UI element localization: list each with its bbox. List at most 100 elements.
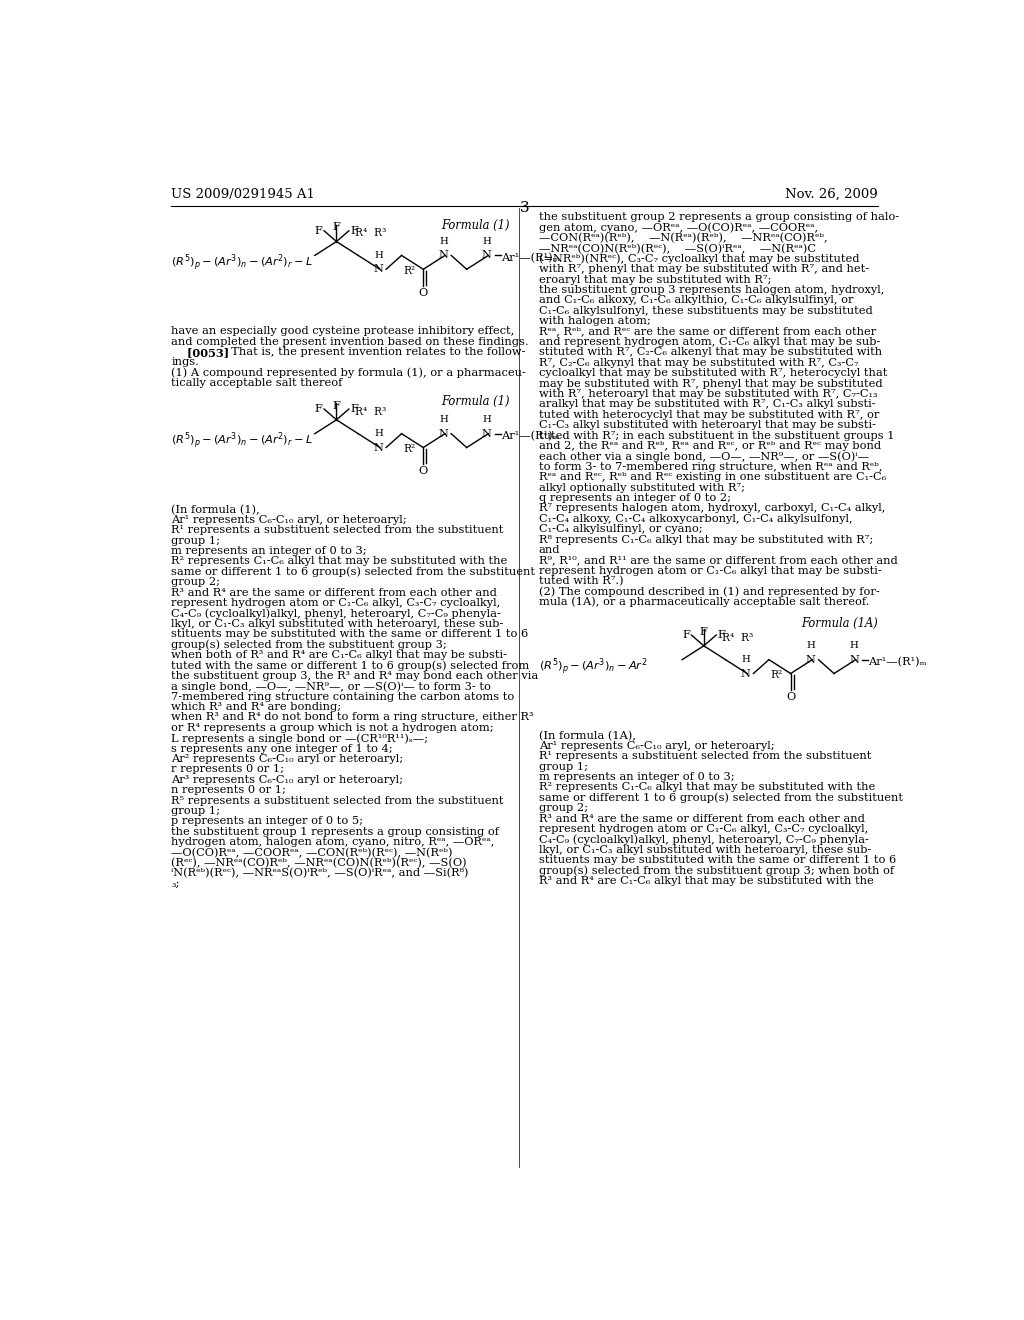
Text: when both of R³ and R⁴ are C₁-C₆ alkyl that may be substi-: when both of R³ and R⁴ are C₁-C₆ alkyl t… xyxy=(171,649,508,660)
Text: N: N xyxy=(849,655,859,665)
Text: group 1;: group 1; xyxy=(171,536,220,545)
Text: F: F xyxy=(314,226,323,236)
Text: group 1;: group 1; xyxy=(171,807,220,816)
Text: C₁-C₄ alkoxy, C₁-C₄ alkoxycarbonyl, C₁-C₄ alkylsulfonyl,: C₁-C₄ alkoxy, C₁-C₄ alkoxycarbonyl, C₁-C… xyxy=(539,513,852,524)
Text: n represents 0 or 1;: n represents 0 or 1; xyxy=(171,785,287,795)
Text: lkyl, or C₁-C₃ alkyl substituted with heteroaryl, these sub-: lkyl, or C₁-C₃ alkyl substituted with he… xyxy=(539,845,871,855)
Text: N: N xyxy=(438,429,449,438)
Text: O: O xyxy=(786,692,796,702)
Text: Formula (1): Formula (1) xyxy=(441,395,510,408)
Text: R² represents C₁-C₆ alkyl that may be substituted with the: R² represents C₁-C₆ alkyl that may be su… xyxy=(171,557,508,566)
Text: R¹ represents a substituent selected from the substituent: R¹ represents a substituent selected fro… xyxy=(171,525,504,536)
Text: tuted with R⁷.): tuted with R⁷.) xyxy=(539,576,624,586)
Text: Formula (1): Formula (1) xyxy=(441,218,510,231)
Text: F: F xyxy=(333,400,340,411)
Text: (In formula (1A),: (In formula (1A), xyxy=(539,730,636,741)
Text: (2) The compound described in (1) and represented by for-: (2) The compound described in (1) and re… xyxy=(539,586,880,597)
Text: C₁-C₆ alkylsulfonyl, these substituents may be substituted: C₁-C₆ alkylsulfonyl, these substituents … xyxy=(539,306,872,315)
Text: with R⁷, heteroaryl that may be substituted with R⁷, C₇-C₁₃: with R⁷, heteroaryl that may be substitu… xyxy=(539,389,878,399)
Text: ings.: ings. xyxy=(171,358,200,367)
Text: R⁵ represents a substituent selected from the substituent: R⁵ represents a substituent selected fro… xyxy=(171,796,504,805)
Text: R⁷, C₂-C₆ alkynyl that may be substituted with R⁷, C₃-C₇: R⁷, C₂-C₆ alkynyl that may be substitute… xyxy=(539,358,858,368)
Text: R⁴  R³: R⁴ R³ xyxy=(355,407,386,417)
Text: which R³ and R⁴ are bonding;: which R³ and R⁴ are bonding; xyxy=(171,702,342,711)
Text: —CON(Rᵉᵃ)(Rᵉᵇ),    —N(Rᵉᵃ)(Rᵉᵇ),    —NRᵉᵃ(CO)Rᵉᵇ,: —CON(Rᵉᵃ)(Rᵉᵇ), —N(Rᵉᵃ)(Rᵉᵇ), —NRᵉᵃ(CO)R… xyxy=(539,234,827,243)
Text: Rᵉᵃ, Rᵉᵇ, and Rᵉᶜ are the same or different from each other: Rᵉᵃ, Rᵉᵇ, and Rᵉᶜ are the same or differ… xyxy=(539,326,876,337)
Text: q represents an integer of 0 to 2;: q represents an integer of 0 to 2; xyxy=(539,492,731,503)
Text: R⁴  R³: R⁴ R³ xyxy=(355,228,386,239)
Text: US 2009/0291945 A1: US 2009/0291945 A1 xyxy=(171,187,315,201)
Text: represent hydrogen atom or C₁-C₆ alkyl that may be substi-: represent hydrogen atom or C₁-C₆ alkyl t… xyxy=(539,566,882,576)
Text: stituted with R⁷, C₂-C₆ alkenyl that may be substituted with: stituted with R⁷, C₂-C₆ alkenyl that may… xyxy=(539,347,882,358)
Text: with R⁷, phenyl that may be substituted with R⁷, and het-: with R⁷, phenyl that may be substituted … xyxy=(539,264,869,275)
Text: H: H xyxy=(439,238,447,246)
Text: ⁱN(Rᵉᵇ)(Rᵉᶜ), —NRᵉᵃS(O)ⁱRᵉᵇ, —S(O)ⁱRᵉᵃ, and —Si(R⁸): ⁱN(Rᵉᵇ)(Rᵉᶜ), —NRᵉᵃS(O)ⁱRᵉᵇ, —S(O)ⁱRᵉᵃ, … xyxy=(171,869,469,879)
Text: O: O xyxy=(419,288,428,298)
Text: N: N xyxy=(482,429,492,438)
Text: tuted with heterocyclyl that may be substituted with R⁷, or: tuted with heterocyclyl that may be subs… xyxy=(539,409,880,420)
Text: R⁸ represents C₁-C₆ alkyl that may be substituted with R⁷;: R⁸ represents C₁-C₆ alkyl that may be su… xyxy=(539,535,873,545)
Text: and: and xyxy=(539,545,560,554)
Text: F: F xyxy=(350,226,358,236)
Text: may be substituted with R⁷, phenyl that may be substituted: may be substituted with R⁷, phenyl that … xyxy=(539,379,883,388)
Text: group 1;: group 1; xyxy=(539,762,588,772)
Text: H: H xyxy=(374,429,383,438)
Text: Ar¹—(R¹)ₘ: Ar¹—(R¹)ₘ xyxy=(868,657,927,667)
Text: eroaryl that may be substituted with R⁷;: eroaryl that may be substituted with R⁷; xyxy=(539,275,771,285)
Text: N: N xyxy=(806,655,816,665)
Text: C₁-C₄ alkylsulfinyl, or cyano;: C₁-C₄ alkylsulfinyl, or cyano; xyxy=(539,524,702,535)
Text: m represents an integer of 0 to 3;: m represents an integer of 0 to 3; xyxy=(171,546,367,556)
Text: [0053]: [0053] xyxy=(171,347,229,358)
Text: hydrogen atom, halogen atom, cyano, nitro, Rᵉᵃ, —ORᵉᵃ,: hydrogen atom, halogen atom, cyano, nitr… xyxy=(171,837,495,847)
Text: m represents an integer of 0 to 3;: m represents an integer of 0 to 3; xyxy=(539,772,734,781)
Text: L represents a single bond or —(CR¹⁰R¹¹)ₛ—;: L represents a single bond or —(CR¹⁰R¹¹)… xyxy=(171,733,428,743)
Text: (Rᵉᶜ), —NRᵉᵃ(CO)Rᵉᵇ, —NRᵉᵃ(CO)N(Rᵉᵇ)(Rᵉᶜ), —S(O): (Rᵉᶜ), —NRᵉᵃ(CO)Rᵉᵇ, —NRᵉᵃ(CO)N(Rᵉᵇ)(Rᵉᶜ… xyxy=(171,858,467,869)
Text: tuted with R⁷; in each substituent in the substituent groups 1: tuted with R⁷; in each substituent in th… xyxy=(539,430,894,441)
Text: Ar³ represents C₆-C₁₀ aryl or heteroaryl;: Ar³ represents C₆-C₁₀ aryl or heteroaryl… xyxy=(171,775,403,785)
Text: alkyl optionally substituted with R⁷;: alkyl optionally substituted with R⁷; xyxy=(539,483,744,492)
Text: C₁-C₃ alkyl substituted with heteroaryl that may be substi-: C₁-C₃ alkyl substituted with heteroaryl … xyxy=(539,420,876,430)
Text: gen atom, cyano, —ORᵉᵃ, —O(CO)Rᵉᵃ, —COORᵉᵃ,: gen atom, cyano, —ORᵉᵃ, —O(CO)Rᵉᵃ, —COOR… xyxy=(539,223,818,234)
Text: R³ and R⁴ are the same or different from each other and: R³ and R⁴ are the same or different from… xyxy=(171,587,498,598)
Text: and C₁-C₆ alkoxy, C₁-C₆ alkylthio, C₁-C₆ alkylsulfinyl, or: and C₁-C₆ alkoxy, C₁-C₆ alkylthio, C₁-C₆… xyxy=(539,296,853,305)
Text: R²: R² xyxy=(770,671,782,680)
Text: Nov. 26, 2009: Nov. 26, 2009 xyxy=(785,187,879,201)
Text: H: H xyxy=(439,416,447,425)
Text: C₄-C₉ (cycloalkyl)alkyl, phenyl, heteroaryl, C₇-C₉ phenyla-: C₄-C₉ (cycloalkyl)alkyl, phenyl, heteroa… xyxy=(539,834,868,845)
Text: (1) A compound represented by formula (1), or a pharmaceu-: (1) A compound represented by formula (1… xyxy=(171,368,526,379)
Text: F: F xyxy=(350,404,358,414)
Text: Ar¹ represents C₆-C₁₀ aryl, or heteroaryl;: Ar¹ represents C₆-C₁₀ aryl, or heteroary… xyxy=(539,741,774,751)
Text: and completed the present invention based on these findings.: and completed the present invention base… xyxy=(171,337,529,347)
Text: group(s) selected from the substituent group 3;: group(s) selected from the substituent g… xyxy=(171,640,447,651)
Text: or R⁴ represents a group which is not a hydrogen atom;: or R⁴ represents a group which is not a … xyxy=(171,723,494,733)
Text: R⁹, R¹⁰, and R¹¹ are the same or different from each other and: R⁹, R¹⁰, and R¹¹ are the same or differe… xyxy=(539,556,897,565)
Text: with halogen atom;: with halogen atom; xyxy=(539,317,650,326)
Text: That is, the present invention relates to the follow-: That is, the present invention relates t… xyxy=(224,347,525,356)
Text: H: H xyxy=(482,238,492,246)
Text: stituents may be substituted with the same or different 1 to 6: stituents may be substituted with the sa… xyxy=(539,855,896,865)
Text: the substituent group 1 represents a group consisting of: the substituent group 1 represents a gro… xyxy=(171,826,500,837)
Text: to form 3- to 7-membered ring structure, when Rᵉᵃ and Rᵉᵇ,: to form 3- to 7-membered ring structure,… xyxy=(539,462,883,471)
Text: the substituent group 2 represents a group consisting of halo-: the substituent group 2 represents a gro… xyxy=(539,213,899,222)
Text: s represents any one integer of 1 to 4;: s represents any one integer of 1 to 4; xyxy=(171,743,393,754)
Text: R³ and R⁴ are C₁-C₆ alkyl that may be substituted with the: R³ and R⁴ are C₁-C₆ alkyl that may be su… xyxy=(539,876,873,886)
Text: (=NRᵉᵇ)(NRᵉᶜ), C₃-C₇ cycloalkyl that may be substituted: (=NRᵉᵇ)(NRᵉᶜ), C₃-C₇ cycloalkyl that may… xyxy=(539,253,859,264)
Text: F: F xyxy=(333,222,340,232)
Text: 3: 3 xyxy=(520,201,529,215)
Text: group 2;: group 2; xyxy=(171,577,220,587)
Text: F: F xyxy=(718,630,726,640)
Text: group 2;: group 2; xyxy=(539,804,588,813)
Text: H: H xyxy=(482,416,492,425)
Text: r represents 0 or 1;: r represents 0 or 1; xyxy=(171,764,285,775)
Text: F: F xyxy=(682,630,690,640)
Text: Formula (1A): Formula (1A) xyxy=(802,616,879,630)
Text: N: N xyxy=(374,442,383,453)
Text: lkyl, or C₁-C₃ alkyl substituted with heteroaryl, these sub-: lkyl, or C₁-C₃ alkyl substituted with he… xyxy=(171,619,504,628)
Text: R² represents C₁-C₆ alkyl that may be substituted with the: R² represents C₁-C₆ alkyl that may be su… xyxy=(539,783,874,792)
Text: N: N xyxy=(482,251,492,260)
Text: cycloalkyl that may be substituted with R⁷, heterocyclyl that: cycloalkyl that may be substituted with … xyxy=(539,368,887,379)
Text: tuted with the same or different 1 to 6 group(s) selected from: tuted with the same or different 1 to 6 … xyxy=(171,660,529,671)
Text: tically acceptable salt thereof: tically acceptable salt thereof xyxy=(171,379,343,388)
Text: O: O xyxy=(419,466,428,477)
Text: Ar¹ represents C₆-C₁₀ aryl, or heteroaryl;: Ar¹ represents C₆-C₁₀ aryl, or heteroary… xyxy=(171,515,407,525)
